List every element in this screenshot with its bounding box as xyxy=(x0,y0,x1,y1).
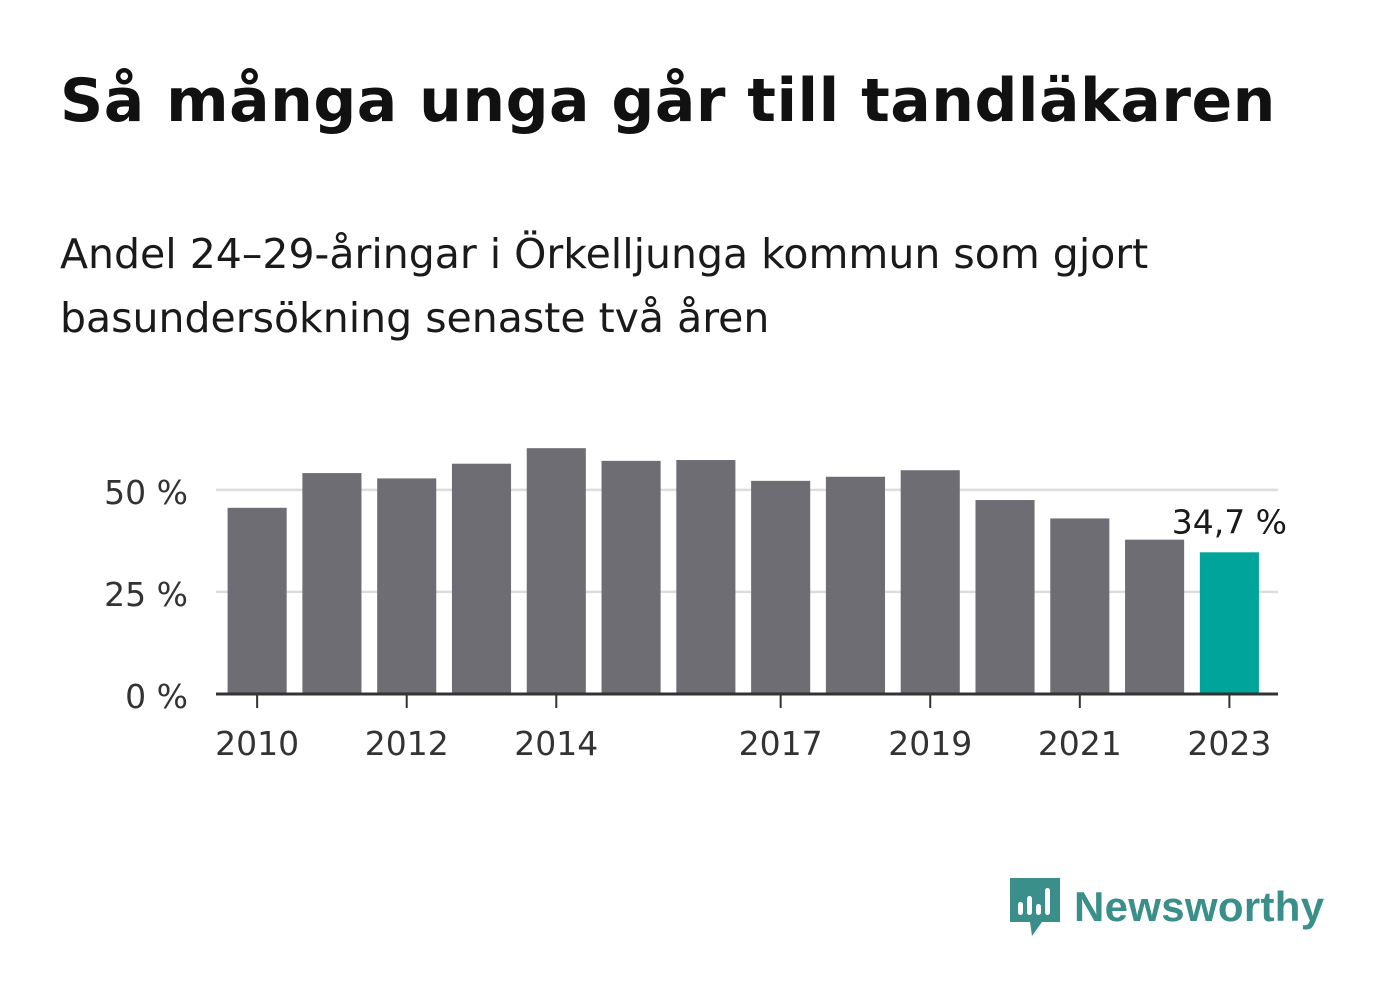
bar xyxy=(900,470,960,694)
x-tick-label: 2023 xyxy=(1187,724,1271,763)
chart-title: Så många unga går till tandläkaren xyxy=(60,66,1276,136)
bar xyxy=(975,500,1035,694)
x-tick-label: 2010 xyxy=(215,724,299,763)
newsworthy-logo-icon xyxy=(1010,878,1060,936)
x-tick-label: 2012 xyxy=(365,724,449,763)
y-tick-label: 0 % xyxy=(125,677,188,716)
y-tick-label: 25 % xyxy=(104,575,188,614)
x-tick-label: 2017 xyxy=(739,724,823,763)
newsworthy-logo: Newsworthy xyxy=(1008,876,1324,938)
bar xyxy=(526,448,586,694)
x-tick-label: 2019 xyxy=(888,724,972,763)
bar xyxy=(1199,552,1259,694)
bar xyxy=(451,463,512,694)
bar xyxy=(1125,539,1185,694)
data-label: 34,7 % xyxy=(1172,502,1287,541)
x-tick-label: 2021 xyxy=(1038,724,1122,763)
bar xyxy=(302,473,362,694)
bar xyxy=(601,460,661,694)
bar xyxy=(377,478,437,694)
bar xyxy=(227,507,287,694)
bar xyxy=(751,480,811,694)
x-tick-label: 2014 xyxy=(514,724,598,763)
bar xyxy=(825,476,885,694)
bar xyxy=(1050,518,1110,694)
chart-subtitle: Andel 24–29-åringar i Örkelljunga kommun… xyxy=(60,230,1149,342)
y-tick-label: 50 % xyxy=(104,473,188,512)
brand-name: Newsworthy xyxy=(1074,883,1325,930)
bar xyxy=(676,460,736,694)
